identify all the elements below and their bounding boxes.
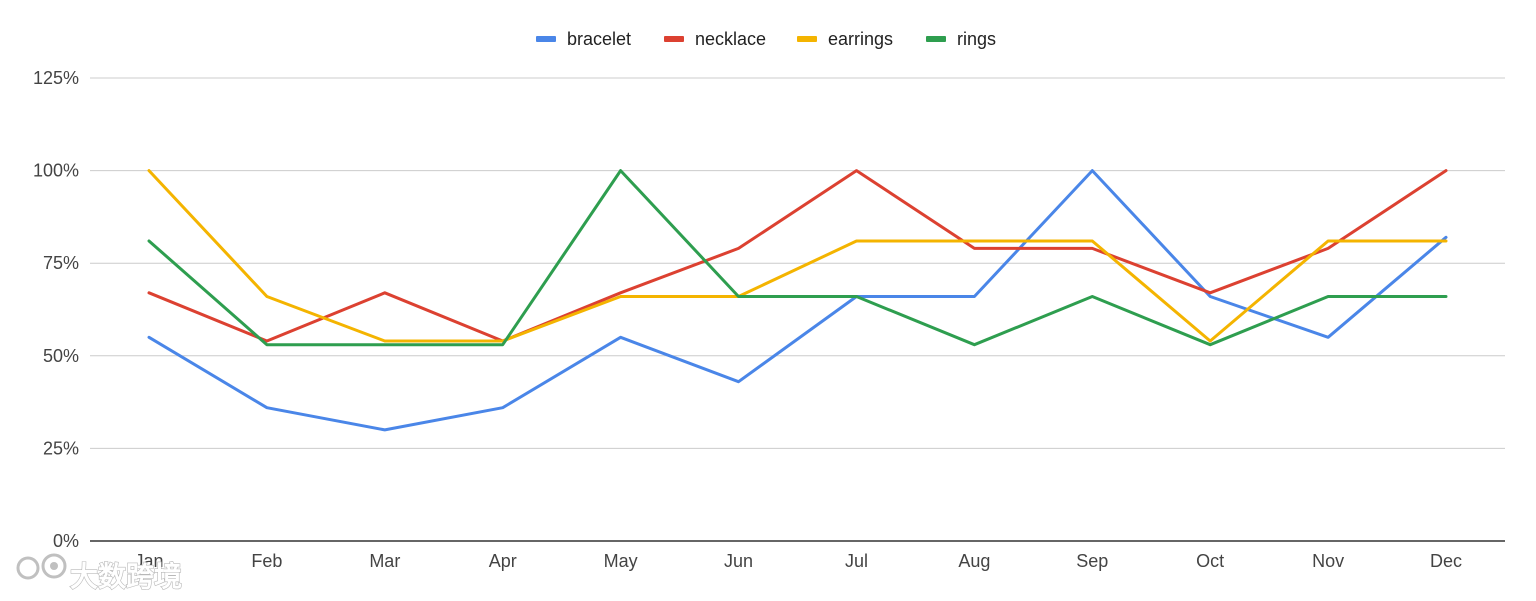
x-tick-label: Mar bbox=[369, 551, 400, 571]
legend-label-rings: rings bbox=[957, 29, 996, 49]
y-axis-labels: 0% 25% 50% 75% 100% 125% bbox=[33, 68, 79, 551]
x-tick-label: Dec bbox=[1430, 551, 1462, 571]
series-line-earrings bbox=[147, 169, 1448, 343]
x-tick-label: Jul bbox=[845, 551, 868, 571]
x-tick-label: Jun bbox=[724, 551, 753, 571]
series-line-bracelet bbox=[147, 169, 1448, 432]
legend-label-earrings: earrings bbox=[828, 29, 893, 49]
series-line-necklace bbox=[147, 169, 1448, 343]
legend-label-necklace: necklace bbox=[695, 29, 766, 49]
x-tick-label: May bbox=[604, 551, 638, 571]
y-tick-label: 125% bbox=[33, 68, 79, 88]
x-tick-label: Nov bbox=[1312, 551, 1344, 571]
grid-lines bbox=[90, 77, 1505, 449]
legend-swatch-necklace bbox=[664, 36, 684, 42]
y-tick-label: 100% bbox=[33, 161, 79, 181]
y-tick-label: 25% bbox=[43, 438, 79, 458]
legend-swatch-earrings bbox=[797, 36, 817, 42]
x-tick-label: Oct bbox=[1196, 551, 1224, 571]
legend: bracelet necklace earrings rings bbox=[536, 29, 996, 49]
legend-label-bracelet: bracelet bbox=[567, 29, 631, 49]
x-axis: Jan Feb Mar Apr May Jun Jul Aug Sep Oct Nov Dec bbox=[90, 540, 1505, 571]
y-tick-label: 50% bbox=[43, 346, 79, 366]
y-tick-label: 0% bbox=[53, 531, 79, 551]
watermark-text: 大数跨境 bbox=[70, 560, 182, 593]
legend-swatch-rings bbox=[926, 36, 946, 42]
series-line-rings bbox=[147, 169, 1448, 347]
x-tick-label: Sep bbox=[1076, 551, 1108, 571]
x-tick-label: Jan bbox=[134, 551, 163, 571]
legend-swatch-bracelet bbox=[536, 36, 556, 42]
x-tick-label: Feb bbox=[251, 551, 282, 571]
series-lines bbox=[147, 169, 1448, 432]
watermark: 大数跨境 bbox=[16, 553, 183, 594]
y-tick-label: 75% bbox=[43, 253, 79, 273]
x-tick-label: Aug bbox=[958, 551, 990, 571]
x-tick-label: Apr bbox=[489, 551, 517, 571]
watermark-logo-icon bbox=[16, 553, 67, 580]
